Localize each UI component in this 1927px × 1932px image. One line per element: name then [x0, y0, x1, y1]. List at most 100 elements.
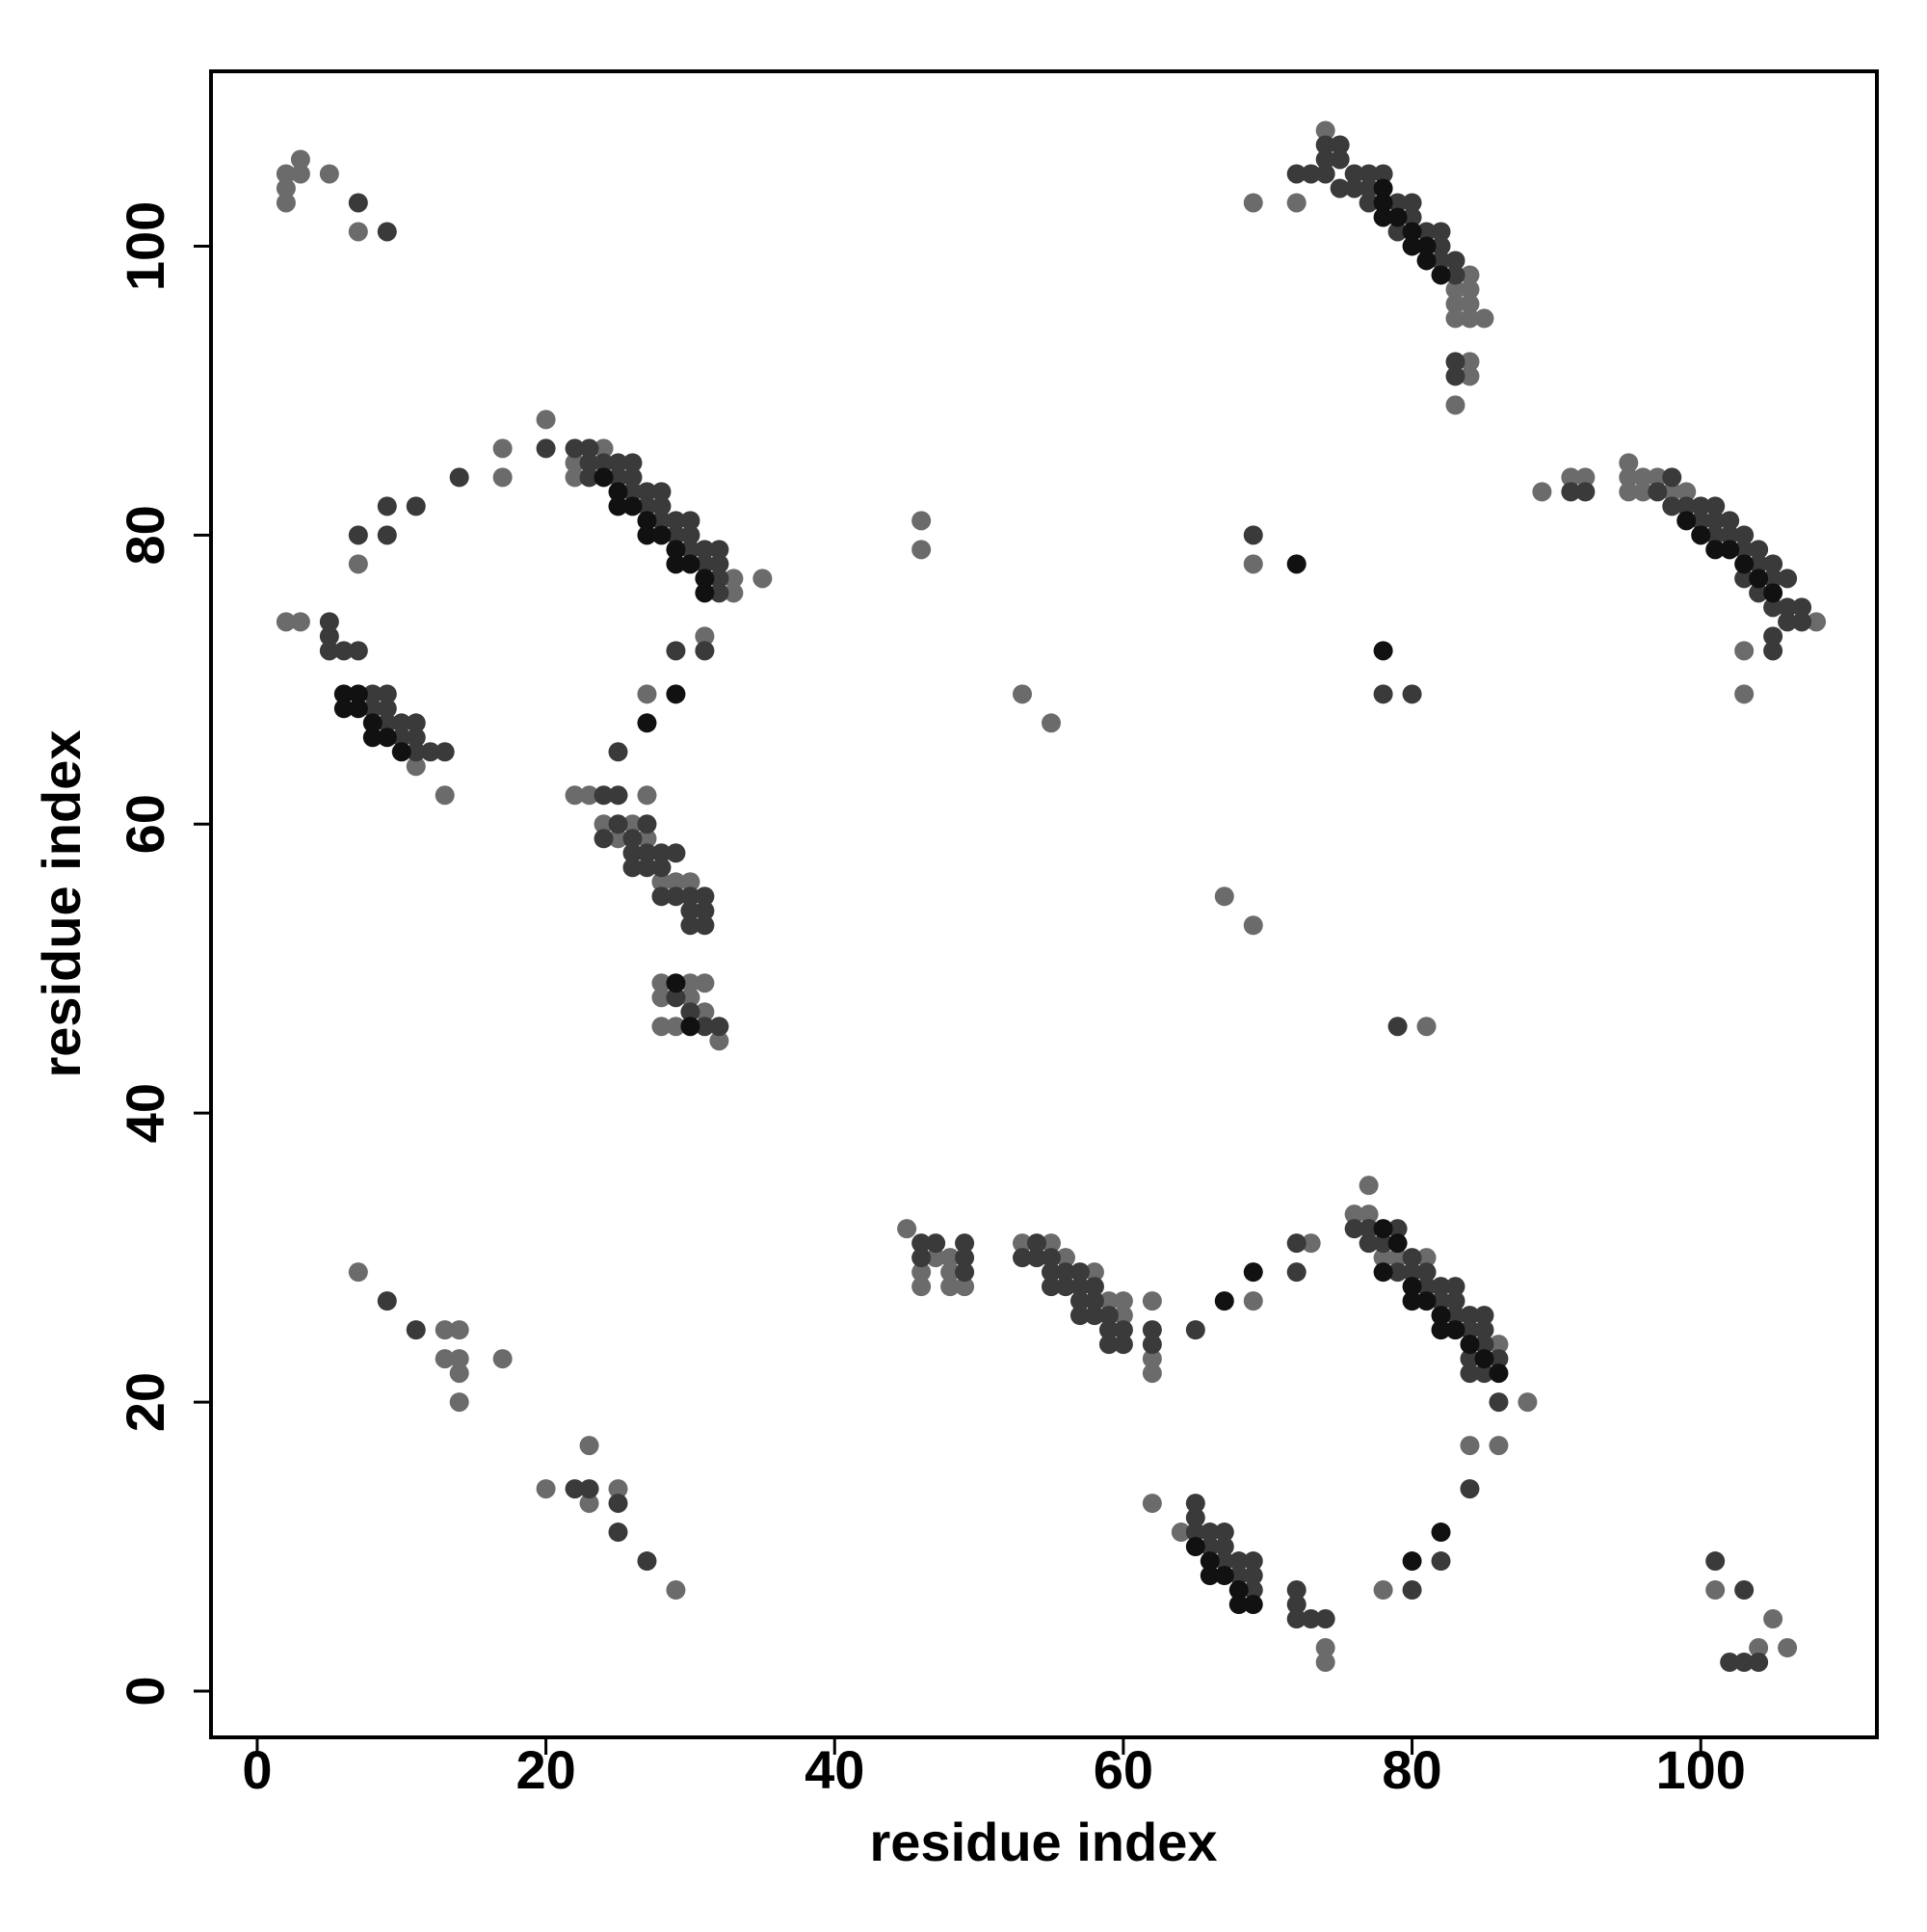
contact-point [1113, 1306, 1133, 1326]
y-tick-label: 80 [115, 505, 175, 565]
contact-point [1027, 1248, 1047, 1268]
contact-point [651, 525, 672, 545]
contact-point [362, 728, 383, 748]
contact-point [1387, 1262, 1408, 1283]
contact-point [680, 915, 700, 936]
contact-point [1691, 496, 1711, 516]
contact-point [362, 699, 383, 719]
contact-point [695, 641, 715, 661]
contact-point [666, 887, 686, 907]
contact-point [449, 467, 469, 488]
contact-point [608, 742, 628, 762]
contact-point [651, 988, 672, 1008]
contact-point [406, 1320, 426, 1340]
contact-point [666, 1017, 686, 1037]
contact-point [709, 1017, 729, 1037]
contact-point [1373, 1248, 1393, 1268]
contact-point [449, 1349, 469, 1369]
contact-point [1142, 1349, 1162, 1369]
contact-point [637, 525, 657, 545]
contact-point [391, 713, 411, 733]
contact-point [1445, 294, 1465, 314]
contact-point [1373, 1219, 1393, 1239]
contact-point [1431, 1277, 1451, 1297]
contact-point [1445, 1306, 1465, 1326]
contact-point [666, 843, 686, 863]
contact-point [709, 540, 729, 560]
y-axis-title: residue index [31, 729, 92, 1077]
contact-point [333, 641, 354, 661]
contact-point [1041, 1248, 1061, 1268]
contact-point [1214, 1566, 1234, 1586]
contact-point [695, 583, 715, 603]
contact-point [608, 496, 628, 516]
contact-point [1200, 1537, 1220, 1557]
y-tick-label: 60 [115, 794, 175, 854]
contact-point [680, 872, 700, 892]
contact-point [608, 1494, 628, 1514]
contact-point [1676, 511, 1697, 531]
contact-point [1691, 525, 1711, 545]
contact-point [1705, 496, 1726, 516]
contact-point [1763, 583, 1783, 603]
contact-point [622, 843, 643, 863]
contact-point [695, 540, 715, 560]
contact-point [1734, 641, 1755, 661]
contact-point [579, 453, 599, 473]
contact-point [695, 901, 715, 921]
contact-point [1749, 583, 1769, 603]
contact-point [1749, 1638, 1769, 1658]
contact-point [1474, 1306, 1494, 1326]
contact-point [420, 742, 440, 762]
contact-point [1763, 554, 1783, 574]
contact-point [1474, 308, 1494, 329]
contact-point [1286, 1262, 1307, 1283]
plot-frame [209, 69, 1879, 1739]
contact-point [1359, 1219, 1379, 1239]
contact-point [1445, 1291, 1465, 1311]
contact-point [1200, 1551, 1220, 1572]
contact-point [1228, 1566, 1249, 1586]
contact-point [1778, 1638, 1798, 1658]
contact-point [1720, 511, 1740, 531]
contact-point [290, 164, 310, 184]
contact-point [1474, 1320, 1494, 1340]
contact-point [651, 858, 672, 878]
contact-point [449, 1363, 469, 1384]
contact-point [940, 1277, 961, 1297]
contact-point [680, 887, 700, 907]
contact-point [406, 713, 426, 733]
contact-point [1445, 251, 1465, 271]
contact-point [1676, 482, 1697, 502]
contact-point [406, 496, 426, 516]
contact-point [1315, 120, 1335, 141]
contact-point [319, 641, 339, 661]
contact-point [1720, 540, 1740, 560]
contact-point [1243, 1580, 1263, 1601]
contact-point [565, 1479, 585, 1499]
contact-point [1460, 366, 1480, 386]
contact-point [1359, 193, 1379, 213]
contact-point [492, 438, 513, 459]
contact-point [536, 410, 556, 430]
contact-point [1734, 1653, 1755, 1673]
contact-point [622, 829, 643, 849]
contact-point [1474, 1335, 1494, 1355]
contact-point [492, 467, 513, 488]
contact-point [911, 1277, 932, 1297]
contact-point [1402, 1580, 1422, 1601]
contact-point [608, 785, 628, 806]
contact-point [1705, 525, 1726, 545]
contact-point [377, 525, 397, 545]
contact-point [1489, 1335, 1509, 1355]
contact-point [637, 684, 657, 704]
contact-point [348, 193, 368, 213]
contact-point [1778, 569, 1798, 589]
contact-point [1185, 1494, 1205, 1514]
y-tick-label: 20 [115, 1372, 175, 1432]
contact-point [1431, 265, 1451, 285]
contact-point [1098, 1320, 1119, 1340]
contact-point [911, 540, 932, 560]
contact-point [1185, 1537, 1205, 1557]
contact-point [1763, 626, 1783, 647]
